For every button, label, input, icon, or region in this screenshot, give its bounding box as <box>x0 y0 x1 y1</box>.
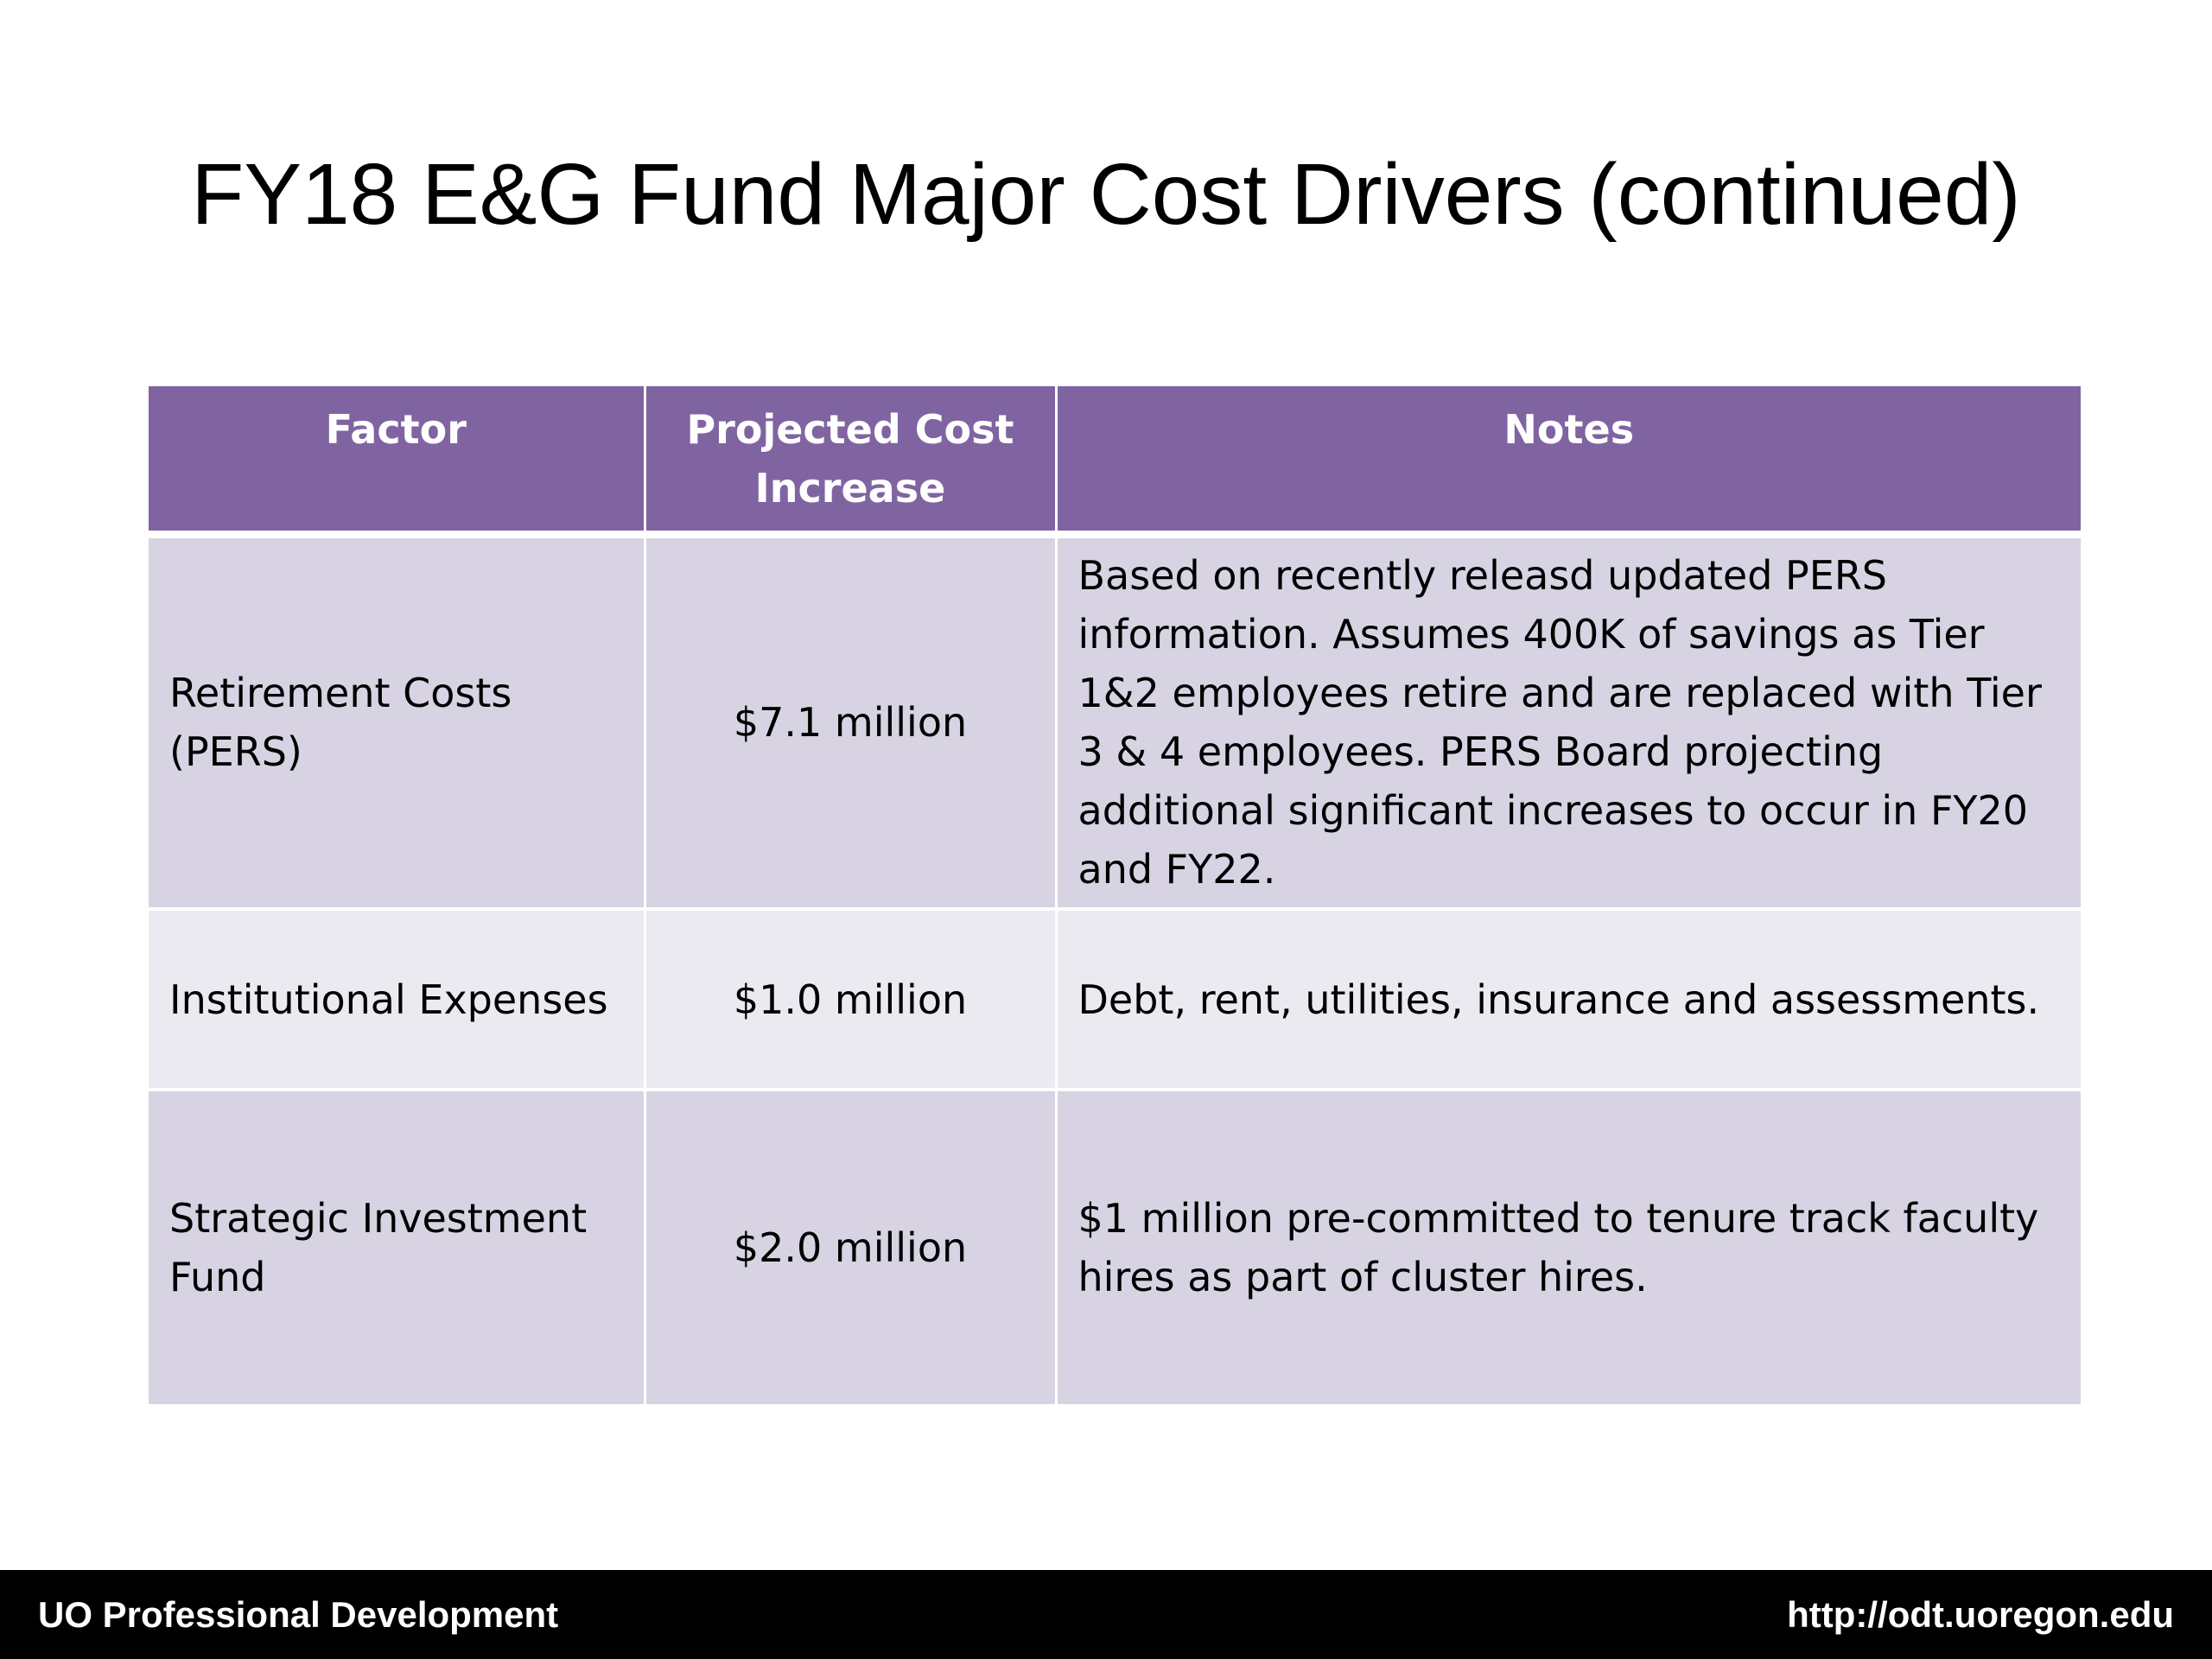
cost-cell: $1.0 million <box>645 909 1058 1091</box>
footer-bar: UO Professional Development http://odt.u… <box>0 1570 2212 1659</box>
factor-cell: Retirement Costs (PERS) <box>149 534 646 911</box>
cost-cell: $7.1 million <box>645 534 1058 911</box>
cost-cell: $2.0 million <box>645 1090 1058 1404</box>
slide-title: FY18 E&G Fund Major Cost Drivers (contin… <box>191 146 2021 243</box>
cost-drivers-table: Factor Projected Cost Increase Notes Ret… <box>149 386 2081 1404</box>
footer-organization: UO Professional Development <box>38 1594 559 1635</box>
notes-cell: $1 million pre-committed to tenure track… <box>1056 1090 2081 1404</box>
factor-cell: Institutional Expenses <box>149 909 646 1091</box>
table-row: Strategic Investment Fund $2.0 million $… <box>149 1090 2081 1404</box>
header-notes: Notes <box>1056 386 2081 538</box>
header-factor: Factor <box>149 386 646 538</box>
factor-cell: Strategic Investment Fund <box>149 1090 646 1404</box>
footer-url: http://odt.uoregon.edu <box>1787 1594 2174 1635</box>
table-row: Retirement Costs (PERS) $7.1 million Bas… <box>149 534 2081 911</box>
notes-cell: Debt, rent, utilities, insurance and ass… <box>1056 909 2081 1091</box>
table-row: Institutional Expenses $1.0 million Debt… <box>149 909 2081 1091</box>
header-projected-cost-increase: Projected Cost Increase <box>645 386 1058 538</box>
notes-cell: Based on recently releasd updated PERS i… <box>1056 534 2081 911</box>
table-header-row: Factor Projected Cost Increase Notes <box>149 386 2081 538</box>
